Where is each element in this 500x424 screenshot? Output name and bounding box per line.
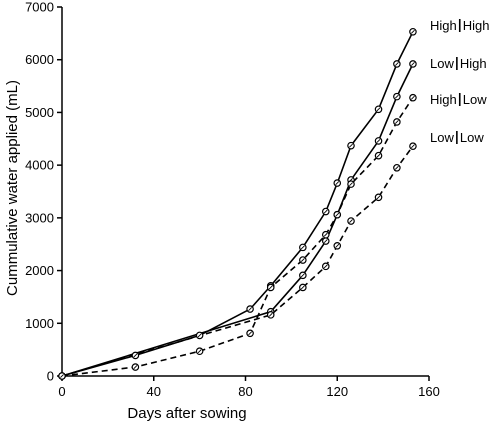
series-label-right: Low [460,130,484,145]
data-point-slash [394,119,399,124]
data-point-slash [248,331,253,336]
data-point-slash [133,353,138,358]
x-tick-label: 80 [238,384,252,399]
series-label-left: High [430,18,457,33]
series-line [61,63,414,377]
data-point-slash [248,307,253,311]
data-point-slash [323,209,328,214]
series-label-left: Low [430,56,454,71]
x-axis-title: Days after sowing [127,405,246,422]
data-point-slash [133,365,138,369]
series-labels: High High Low High High Low Low Low [430,18,490,145]
data-point-slash [323,264,328,269]
data-point-slash [411,62,415,66]
series-label-left: High [430,92,457,107]
x-tick-label: 0 [58,384,65,399]
data-point-slash [376,107,381,112]
series-lines [61,31,414,377]
y-tick-label: 6000 [25,52,54,67]
series-label-left: Low [430,130,454,145]
y-tick-label: 5000 [25,105,54,120]
data-point-slash [335,212,340,217]
data-point-slash [349,143,353,148]
data-point-slash [349,219,353,223]
y-tick-label: 4000 [25,158,54,173]
data-point-slash [323,232,328,237]
series-label-right: High [460,56,487,71]
data-point-slash [411,144,415,149]
x-tick-label: 40 [147,384,161,399]
data-point-slash [300,258,305,262]
data-point-slash [300,245,305,250]
y-tick-label: 1000 [25,316,54,331]
chart-axes: 0 40 80 120 160 0 1000 2000 3000 4000 5000 6000 7000 [25,0,440,399]
y-axis-title: Cummulative water applied (mL) [4,80,21,296]
y-tick-label: 0 [47,369,54,384]
x-tick-label: 120 [326,384,348,399]
series-line [61,145,414,377]
data-point-slash [60,374,64,378]
data-point-slash [394,165,399,170]
data-point-slash [411,95,415,100]
series-label-right: Low [463,92,487,107]
data-point-slash [323,239,328,243]
data-point-slash [376,195,381,200]
data-point-slash [335,181,340,185]
data-point-slash [197,349,202,354]
y-tick-label: 3000 [25,210,54,225]
data-point-slash [349,182,353,187]
y-tick-label: 7000 [25,0,54,15]
x-tick-label: 160 [418,384,440,399]
data-point-slash [197,333,202,338]
data-point-slash [394,62,399,66]
data-point-slash [268,285,273,290]
series-markers [58,27,417,380]
data-point-slash [411,29,415,34]
data-point-slash [300,285,305,290]
series-line [61,97,414,377]
series-label-right: High [463,18,490,33]
data-point-slash [376,153,381,158]
y-tick-label: 2000 [25,263,54,278]
data-point-slash [268,312,273,317]
data-point-slash [300,273,305,278]
data-point-slash [335,243,340,248]
data-point-slash [394,94,399,99]
data-point-slash [376,138,381,143]
